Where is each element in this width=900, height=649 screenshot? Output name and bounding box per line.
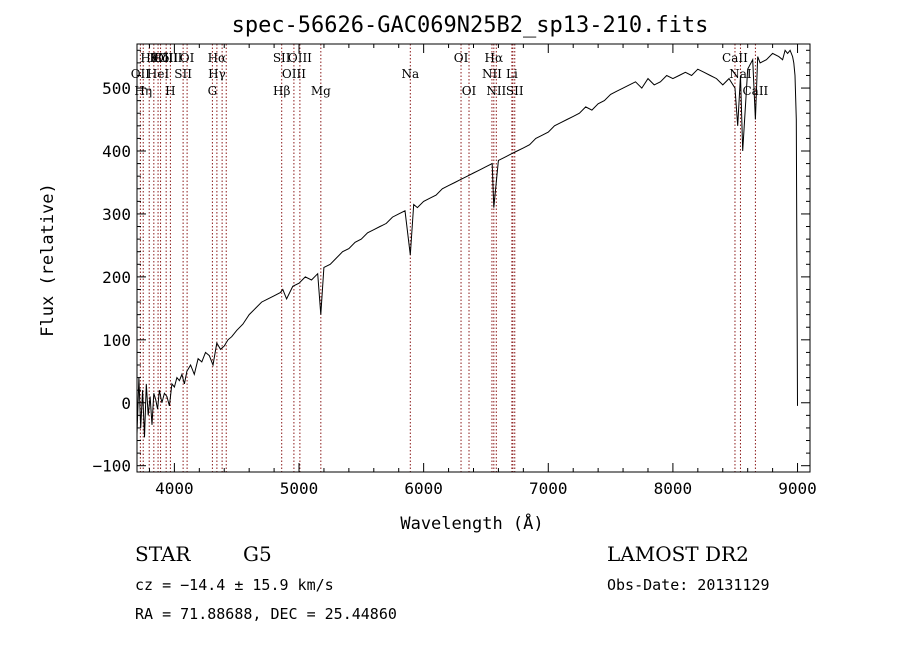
x-tick-label: 8000 — [654, 479, 693, 498]
survey-name: LAMOST DR2 — [607, 542, 749, 566]
object-class: STAR — [135, 542, 191, 566]
chart-title: spec-56626-GAC069N25B2_sp13-210.fits — [232, 13, 709, 38]
line-label: OI — [462, 84, 477, 98]
coordinates-readout: RA = 71.88688, DEC = 25.44860 — [135, 605, 397, 623]
y-tick-label: 300 — [102, 205, 131, 224]
x-tick-label: 9000 — [778, 479, 817, 498]
line-label: SII — [273, 51, 291, 65]
line-label: K — [149, 51, 159, 65]
y-tick-label: 0 — [121, 394, 131, 413]
line-label: OIII — [154, 51, 178, 65]
line-label: Hγ — [208, 67, 226, 81]
line-label: NII — [482, 67, 502, 81]
x-tick-label: 5000 — [280, 479, 319, 498]
line-label: CaII — [722, 51, 748, 65]
x-axis-label: Wavelength (Å) — [400, 512, 543, 534]
line-label: OIII — [282, 67, 306, 81]
line-label: G — [208, 84, 218, 98]
line-label: OIII — [158, 51, 182, 65]
x-tick-label: 4000 — [155, 479, 194, 498]
y-tick-label: 500 — [102, 79, 131, 98]
line-label: H — [165, 84, 175, 98]
line-label: Hα — [208, 51, 227, 65]
y-tick-label: 200 — [102, 268, 131, 287]
y-tick-label: −100 — [92, 457, 131, 476]
line-label: CaII — [742, 84, 768, 98]
x-tick-label: 6000 — [404, 479, 443, 498]
line-label: OII — [131, 67, 151, 81]
x-tick-label: 7000 — [529, 479, 568, 498]
object-subclass: G5 — [243, 542, 272, 566]
line-label: OI — [180, 51, 195, 65]
line-label: OI — [454, 51, 469, 65]
line-label: NII — [486, 84, 506, 98]
line-label: SII — [174, 67, 192, 81]
line-label: Hδ — [152, 51, 170, 65]
emission-line-markers — [139, 44, 756, 472]
y-axis: −100 0 100 200 300 400 500 — [92, 49, 810, 476]
y-tick-label: 100 — [102, 331, 131, 350]
line-label: Hθ — [140, 51, 158, 65]
line-label: Hα — [485, 51, 504, 65]
line-label: Mg — [311, 84, 331, 98]
observation-date: Obs-Date: 20131129 — [607, 576, 770, 594]
line-label: Li — [506, 67, 518, 81]
spectrum-series-line — [136, 49, 798, 438]
y-tick-label: 400 — [102, 142, 131, 161]
plot-frame — [136, 43, 811, 473]
line-label: Hη — [134, 84, 152, 98]
line-label: HeI — [147, 67, 170, 81]
y-axis-label: Flux (relative) — [38, 183, 58, 337]
x-axis: 4000 5000 6000 7000 8000 9000 — [148, 44, 817, 498]
line-label: Hβ — [273, 84, 290, 98]
line-label: SII — [506, 84, 524, 98]
line-label: NaI — [729, 67, 752, 81]
redshift-readout: cz = −14.4 ± 15.9 km/s — [135, 576, 334, 594]
line-label: Na — [401, 67, 419, 81]
line-label: OIII — [288, 51, 312, 65]
